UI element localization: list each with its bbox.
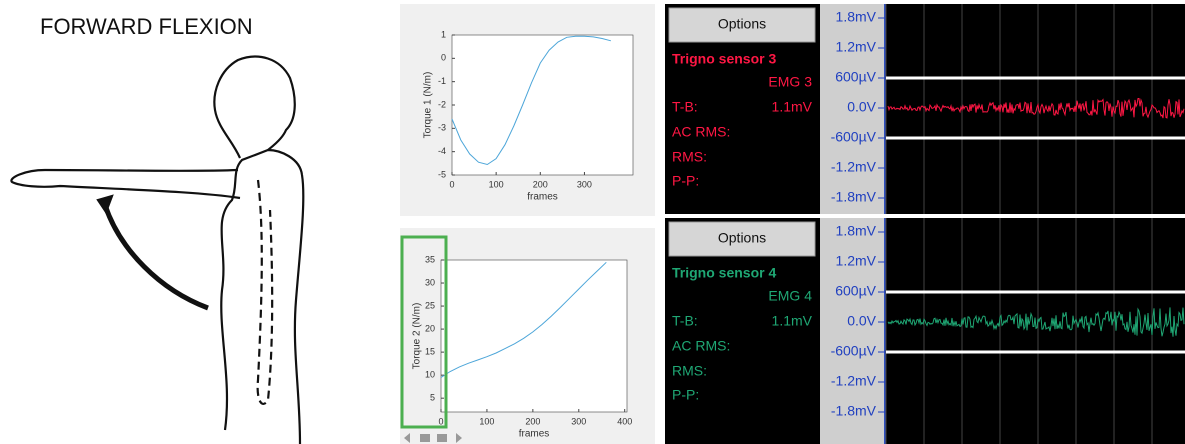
scale-label: 1.8mV: [836, 223, 877, 239]
x-axis-label: frames: [519, 429, 550, 440]
scale-label: -1.2mV: [831, 373, 877, 389]
plot-area: [441, 260, 627, 412]
y-tick-label: -1: [438, 76, 446, 86]
y-axis-label: Torque 1 (N/m): [423, 72, 434, 139]
y-axis-label: Torque 2 (N/m): [412, 303, 423, 370]
y-tick-label: 15: [425, 346, 435, 356]
y-tick-label: -2: [438, 99, 446, 109]
scale-label: -600µV: [831, 343, 877, 359]
y-tick-label: 1: [441, 29, 446, 39]
scale-label: 0.0V: [847, 99, 876, 115]
tb-value: 1.1mV: [772, 313, 813, 329]
scale-label: 600µV: [835, 283, 876, 299]
ac-rms-label: AC RMS:: [672, 124, 730, 140]
y-tick-label: 35: [425, 254, 435, 264]
y-tick-label: -5: [438, 169, 446, 179]
x-tick-label: 100: [489, 179, 504, 189]
pp-label: P-P:: [672, 387, 699, 403]
signal-area: [886, 4, 1185, 214]
scale-label: -600µV: [831, 129, 877, 145]
x-tick-label: 200: [533, 179, 548, 189]
scale-label: 1.8mV: [836, 9, 877, 25]
scale-label: -1.2mV: [831, 159, 877, 175]
rms-label: RMS:: [672, 363, 707, 379]
tb-label: T-B:: [672, 99, 698, 115]
screen: FORWARD FLEXION -5-4-3-2-1010100200300fr…: [0, 0, 1185, 444]
scale-label: 1.2mV: [836, 253, 877, 269]
sensor-name: Trigno sensor 3: [672, 51, 776, 67]
tb-value: 1.1mV: [772, 99, 813, 115]
y-tick-label: 25: [425, 300, 435, 310]
x-axis-label: frames: [527, 192, 558, 203]
y-tick-label: -3: [438, 123, 446, 133]
y-tick-label: 10: [425, 370, 435, 380]
x-tick-label: 100: [479, 416, 494, 426]
channel-name: EMG 4: [768, 288, 812, 304]
scale-label: -1.8mV: [831, 403, 877, 419]
scale-label: 1.2mV: [836, 39, 877, 55]
sensor-name: Trigno sensor 4: [672, 265, 776, 281]
rms-label: RMS:: [672, 149, 707, 165]
y-tick-label: 20: [425, 323, 435, 333]
x-tick-label: 400: [617, 416, 632, 426]
scale-label: -1.8mV: [831, 189, 877, 205]
figure-title: FORWARD FLEXION: [40, 14, 253, 39]
scale-label: 600µV: [835, 69, 876, 85]
scale-label: 0.0V: [847, 313, 876, 329]
options-label: Options: [718, 16, 766, 32]
emg-panels: Options Trigno sensor 3 EMG 3 T-B: 1.1mV AC R…: [665, 4, 1185, 444]
x-tick-label: 300: [571, 416, 586, 426]
options-label: Options: [718, 230, 766, 246]
x-tick-label: 0: [449, 179, 454, 189]
channel-name: EMG 3: [768, 74, 812, 90]
plot-area: [452, 35, 633, 175]
flexion-illustration: [11, 57, 303, 444]
ac-rms-label: AC RMS:: [672, 338, 730, 354]
y-tick-label: 5: [430, 393, 435, 403]
y-tick-label: 0: [441, 53, 446, 63]
x-tick-label: 300: [577, 179, 592, 189]
pp-label: P-P:: [672, 173, 699, 189]
signal-area: [886, 218, 1185, 444]
x-tick-label: 0: [438, 416, 443, 426]
tb-label: T-B:: [672, 313, 698, 329]
y-tick-label: 30: [425, 277, 435, 287]
x-tick-label: 200: [525, 416, 540, 426]
y-tick-label: -4: [438, 146, 446, 156]
